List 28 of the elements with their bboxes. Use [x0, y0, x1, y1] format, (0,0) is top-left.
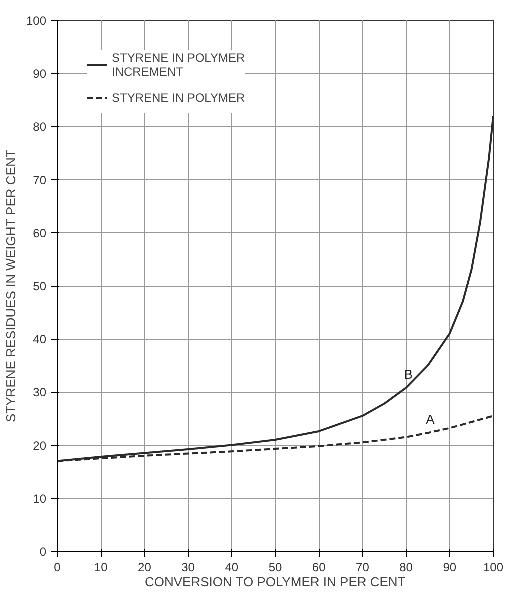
annotation: B [404, 366, 413, 382]
y-tick-label: 70 [33, 173, 47, 188]
x-tick-label: 70 [356, 560, 370, 574]
y-tick-label: 20 [33, 438, 47, 453]
x-tick-label: 40 [225, 560, 239, 574]
x-tick-label: 50 [268, 560, 282, 574]
y-tick-label: 40 [33, 332, 47, 347]
x-tick-label: 10 [94, 560, 108, 574]
x-tick-label: 20 [138, 560, 152, 574]
x-tick-label: 30 [182, 560, 196, 574]
x-tick-label: 80 [400, 560, 414, 574]
y-tick-label: 60 [33, 226, 47, 240]
x-tick-label: 0 [54, 560, 62, 574]
y-tick-label: 90 [33, 67, 47, 82]
legend-label: STYRENE IN POLYMER INCREMENT [112, 50, 246, 80]
legend-label: STYRENE IN POLYMER [112, 90, 246, 107]
x-tick-label: 100 [483, 560, 504, 574]
x-tick-label: 90 [443, 560, 457, 574]
x-axis-title: CONVERSION TO POLYMER IN PER CENT [145, 574, 406, 590]
y-tick-label: 30 [33, 386, 47, 400]
annotation: A [426, 412, 436, 428]
x-tick-label: 60 [312, 560, 326, 574]
y-tick-label: 80 [33, 120, 47, 134]
y-axis-title: STYRENE RESIDUES IN WEIGHT PER CENT [3, 150, 18, 423]
y-tick-label: 0 [40, 545, 47, 559]
y-tick-label: 100 [26, 14, 47, 28]
y-tick-label: 50 [33, 280, 47, 294]
y-tick-label: 10 [33, 492, 47, 506]
